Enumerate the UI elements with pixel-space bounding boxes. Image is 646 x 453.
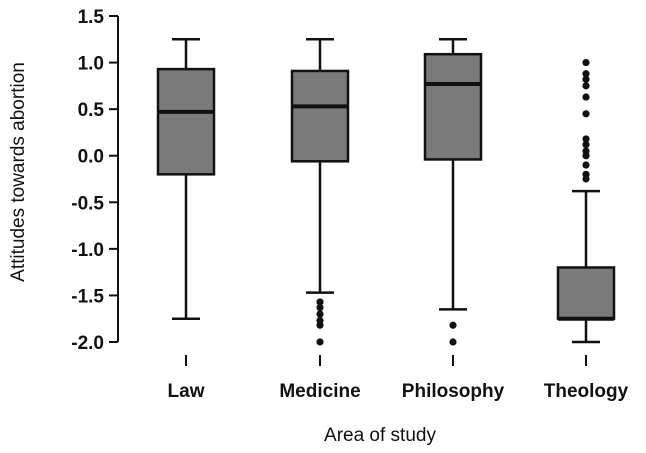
outlier-point — [582, 170, 590, 178]
iqr-box — [290, 69, 350, 163]
outlier-point — [582, 58, 590, 67]
outlier-point — [316, 298, 324, 306]
x-tick-label: Medicine — [279, 381, 360, 402]
outlier-point — [316, 303, 324, 312]
box-philosophy — [423, 38, 483, 346]
iqr-box — [556, 266, 616, 320]
y-tick-label: -1.5 — [71, 286, 104, 307]
iqr-box — [423, 52, 483, 161]
y-tick-label: -0.5 — [71, 193, 104, 214]
outlier-point — [582, 82, 590, 90]
y-tick-label: 0.5 — [78, 100, 105, 121]
outlier-point — [449, 338, 457, 346]
x-axis-title: Area of study — [324, 425, 436, 446]
boxes — [156, 38, 616, 346]
box-theology — [556, 58, 616, 344]
y-axis-title: Attitudes towards abortion — [8, 62, 29, 282]
outlier-point — [316, 321, 324, 329]
y-axis: 1.5 1.0 0.5 0.0 -0.5 -1.0 -1.5 -2.0 — [71, 7, 119, 354]
outlier-point — [449, 321, 457, 329]
y-tick-label: 0.0 — [78, 147, 104, 168]
outlier-point — [316, 310, 324, 318]
y-tick-label: 1.5 — [78, 7, 105, 28]
outlier-point — [582, 110, 590, 118]
outlier-point — [582, 75, 590, 83]
y-tick-label: -2.0 — [71, 333, 104, 354]
outlier-point — [582, 147, 590, 155]
outlier-point — [582, 161, 590, 169]
x-axis: Law Medicine Philosophy Theology — [168, 355, 629, 402]
x-tick-label: Law — [168, 381, 205, 402]
y-tick-label: -1.0 — [71, 240, 104, 261]
outlier-point — [582, 140, 590, 149]
outlier-point — [582, 70, 590, 78]
y-tick-label: 1.0 — [78, 54, 104, 75]
x-tick-label: Theology — [544, 381, 629, 402]
outlier-point — [316, 338, 324, 346]
box-medicine — [290, 38, 350, 346]
iqr-box — [156, 67, 216, 176]
x-tick-label: Philosophy — [402, 381, 505, 402]
outlier-point — [582, 93, 590, 101]
outlier-point — [582, 135, 590, 143]
box-law — [156, 38, 216, 320]
